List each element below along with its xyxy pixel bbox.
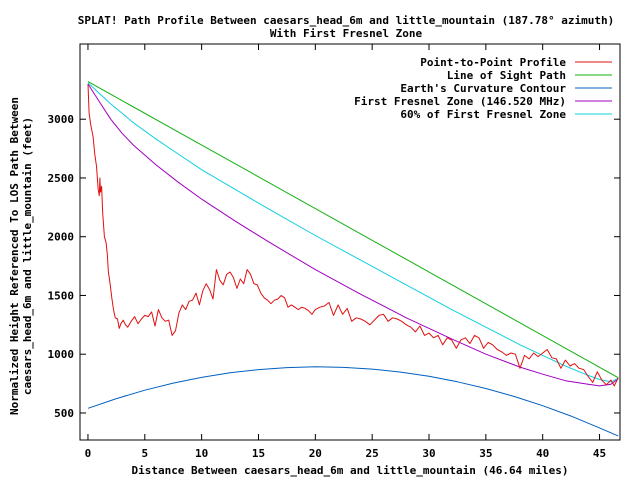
y-tick-label: 500 (54, 407, 74, 420)
x-tick-label: 30 (422, 447, 435, 460)
legend-label: First Fresnel Zone (146.520 MHz) (354, 95, 566, 108)
x-tick-label: 40 (536, 447, 549, 460)
y-tick-label: 1500 (48, 289, 75, 302)
x-tick-label: 25 (366, 447, 379, 460)
series-line-point-to-point-profile (87, 83, 619, 387)
x-tick-label: 35 (479, 447, 492, 460)
legend-label: Earth's Curvature Contour (400, 82, 566, 95)
series-layer (87, 81, 619, 437)
series-line-earth-s-curvature-contour (87, 366, 619, 437)
x-tick-label: 0 (85, 447, 92, 460)
legend-label: Point-to-Point Profile (420, 56, 566, 69)
y-axis-label-line-2: caesars_head_6m and little_mountain (fee… (21, 117, 34, 395)
y-tick-label: 2500 (48, 172, 75, 185)
series-line-first-fresnel-zone-146-520-mhz (87, 83, 619, 387)
x-tick-label: 15 (252, 447, 265, 460)
plot-border (79, 43, 621, 441)
y-axis-label-line-1: Normalized Height Referenced To LOS Path… (8, 97, 21, 415)
x-axis-label: Distance Between caesars_head_6m and lit… (131, 464, 568, 477)
y-tick-label: 1000 (48, 348, 75, 361)
x-tick-label: 45 (593, 447, 606, 460)
chart-subtitle: With First Fresnel Zone (270, 27, 423, 40)
x-tick-label: 5 (141, 447, 148, 460)
y-tick-label: 2000 (48, 231, 75, 244)
y-axis-ticks: 500 1000 1500 2000 2500 3000 (48, 113, 620, 420)
y-axis-label: Normalized Height Referenced To LOS Path… (8, 97, 34, 415)
x-tick-label: 20 (309, 447, 322, 460)
legend-label: Line of Sight Path (447, 69, 566, 82)
legend-label: 60% of First Fresnel Zone (400, 108, 566, 121)
series-line-60-of-first-fresnel-zone (87, 82, 619, 383)
chart-title: SPLAT! Path Profile Between caesars_head… (78, 14, 614, 27)
plot-area (79, 43, 621, 441)
x-axis-ticks: 0 5 10 15 20 25 30 35 40 45 (85, 44, 606, 460)
x-tick-label: 10 (195, 447, 208, 460)
series-line-line-of-sight-path (87, 81, 619, 379)
y-tick-label: 3000 (48, 113, 75, 126)
